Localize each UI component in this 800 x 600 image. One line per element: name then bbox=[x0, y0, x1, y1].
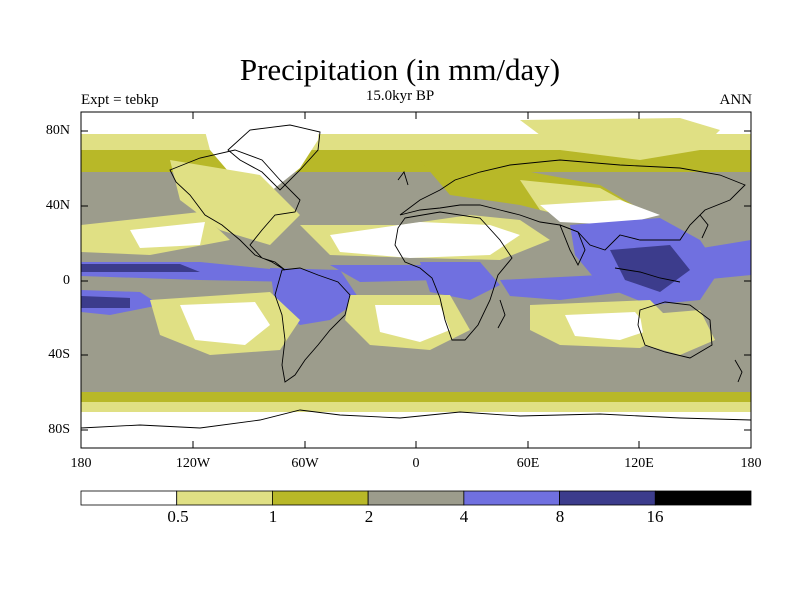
lon-label-180-west: 180 bbox=[70, 456, 92, 471]
lat-label-0: 0 bbox=[63, 273, 70, 288]
africa-wet bbox=[420, 262, 500, 300]
colorbar-label-16: 16 bbox=[646, 507, 664, 526]
lon-label-60e: 60E bbox=[516, 456, 540, 471]
coast-new-zealand bbox=[734, 359, 743, 383]
coast-indian-subcontinent bbox=[559, 224, 586, 267]
experiment-label: Expt = tebkp bbox=[81, 92, 159, 108]
north-pacific-dry bbox=[130, 222, 205, 248]
map-title: Precipitation (in mm/day) bbox=[239, 52, 561, 87]
colorbar-label-1: 1 bbox=[268, 507, 278, 526]
coast-antarctica bbox=[81, 409, 751, 429]
coast-uk bbox=[397, 171, 409, 186]
coast-europe-asia bbox=[399, 159, 746, 251]
itcz-atlantic bbox=[330, 265, 440, 282]
colorbar-swatch-4 bbox=[463, 490, 560, 506]
coast-north-america bbox=[169, 149, 301, 271]
siberia-dry bbox=[520, 118, 720, 160]
lon-label-120e: 120E bbox=[624, 456, 654, 471]
coast-africa bbox=[394, 211, 513, 341]
colorbar-label-0.5: 0.5 bbox=[167, 507, 189, 526]
coast-indonesia bbox=[614, 267, 681, 283]
east-pacific-core bbox=[81, 296, 130, 308]
south-atlantic-dry bbox=[375, 305, 450, 342]
coast-madagascar bbox=[497, 299, 506, 329]
australia-subtrop bbox=[640, 310, 715, 355]
lon-label-120w: 120W bbox=[175, 456, 211, 471]
lat-label-80s: 80S bbox=[48, 422, 70, 437]
colorbar-swatch-1 bbox=[176, 490, 273, 506]
colorbar-label-2: 2 bbox=[364, 507, 374, 526]
lon-label-180-east: 180 bbox=[740, 456, 762, 471]
colorbar-swatch-6 bbox=[654, 490, 752, 506]
lon-label-60w: 60W bbox=[291, 456, 319, 471]
south-indian-dry bbox=[565, 312, 650, 340]
west-pacific-wet bbox=[690, 240, 751, 280]
colorbar bbox=[80, 490, 752, 506]
coastlines bbox=[81, 124, 751, 429]
coast-greenland bbox=[227, 124, 321, 191]
southern-ocean-band bbox=[81, 372, 751, 392]
colorbar-swatch-2 bbox=[272, 490, 369, 506]
axis-ticks bbox=[81, 112, 751, 448]
season-label: ANN bbox=[719, 92, 753, 108]
itcz-pacific-core bbox=[81, 264, 200, 272]
arabia-dry bbox=[540, 200, 660, 225]
colorbar-swatch-3 bbox=[367, 490, 465, 506]
coast-south-america bbox=[274, 267, 351, 383]
colorbar-swatch-5 bbox=[559, 490, 656, 506]
coast-japan bbox=[699, 214, 709, 239]
coast-australia bbox=[637, 301, 713, 359]
period-label: 15.0kyr BP bbox=[365, 88, 435, 104]
colorbar-swatch-0 bbox=[80, 490, 178, 506]
lat-label-40s: 40S bbox=[48, 347, 70, 362]
lon-label-0: 0 bbox=[412, 456, 420, 471]
lat-label-80n: 80N bbox=[45, 123, 70, 138]
colorbar-label-4: 4 bbox=[459, 507, 469, 526]
colorbar-label-8: 8 bbox=[555, 507, 565, 526]
south-pacific-dry bbox=[180, 302, 270, 345]
lat-label-40n: 40N bbox=[45, 198, 70, 213]
sahara-dry bbox=[330, 222, 520, 258]
